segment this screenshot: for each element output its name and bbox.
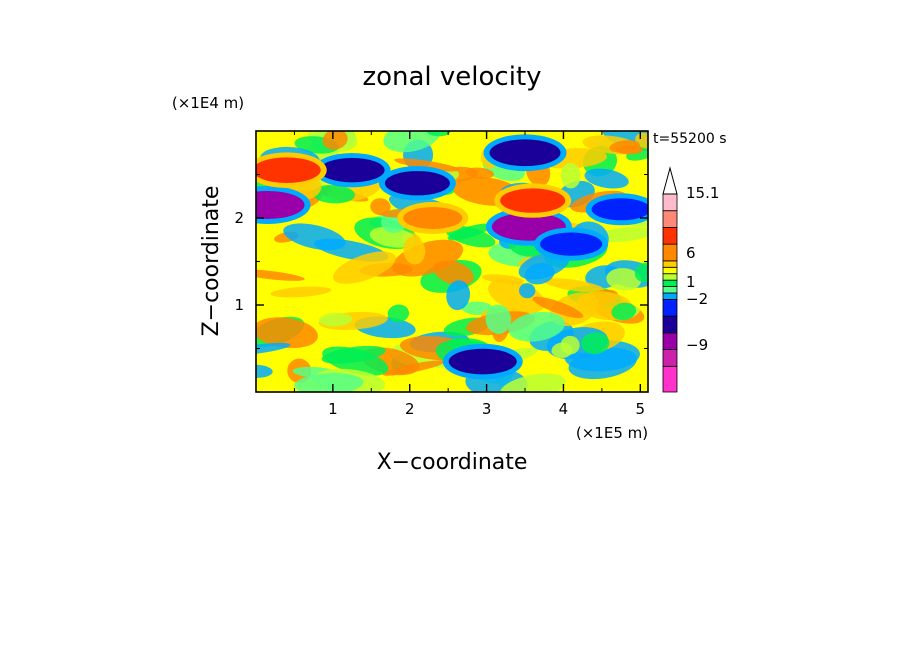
field-feature [489,139,561,167]
velocity-field [256,131,648,392]
field-patch [322,346,389,376]
field-patch [532,296,584,319]
field-patch [387,304,410,323]
colorbar-band [662,193,678,212]
field-feature [500,188,566,213]
plot-area [256,131,648,392]
colorbar-label: −2 [686,290,708,308]
field-feature [591,198,648,221]
field-patch [465,167,495,179]
field-patch [560,335,580,355]
colorbar-band [662,286,678,294]
y-axis-label: Z−coordinate [199,186,224,337]
field-patch [634,262,648,283]
field-patch [519,283,536,299]
x-tick-label: 5 [636,400,646,418]
field-patch [370,198,391,216]
field-patch [626,140,648,161]
field-feature [448,348,517,375]
colorbar-label: 1 [686,273,696,291]
colorbar-band [662,266,678,275]
field-feature [319,157,385,183]
field-patch [382,360,445,376]
colorbar-band [662,243,678,262]
field-patch [270,286,332,298]
x-tick-label: 3 [482,400,492,418]
x-axis-unit: (×1E5 m) [576,424,648,442]
x-tick-label: 4 [559,400,569,418]
colorbar-band [662,332,678,350]
colorbar-band [662,365,678,393]
chart-title: zonal velocity [362,62,541,92]
field-patch [500,373,566,392]
field-patch [369,226,416,248]
field-patch [312,184,356,204]
field-patch [294,373,364,392]
colorbar-band [662,315,678,334]
colorbar: 15.1 6 1−2 −9 [662,166,719,393]
field-feature [256,157,321,183]
field-patch [256,317,319,349]
y-tick-label: 1 [234,296,244,314]
field-patch [611,302,637,321]
x-axis: 1 2 3 4 5 [293,131,646,418]
field-patch [318,312,353,327]
y-axis-unit: (×1E4 m) [172,94,244,112]
field-patch [544,278,605,293]
field-patch [446,280,471,311]
field-feature [384,171,450,196]
field-patch [403,236,426,265]
field-patch [584,168,629,189]
colorbar-band [662,299,678,317]
y-tick-label: 2 [234,209,244,227]
field-patch [560,162,581,189]
field-feature [403,207,463,229]
field-patch [445,225,496,248]
field-patch [581,332,610,355]
field-patch [433,260,474,286]
field-patch [481,274,525,284]
colorbar-label: −9 [686,336,708,354]
field-patch [508,311,565,342]
field-patch [609,140,640,153]
field-patch [485,304,512,335]
field-feature [256,190,305,219]
colorbar-band [662,292,678,300]
colorbar-band [662,227,678,245]
colorbar-band [662,273,678,281]
field-feature [540,232,603,256]
field-patch [322,131,348,150]
field-patch [256,269,305,281]
colorbar-band [662,260,678,268]
field-patch [606,268,642,291]
field-patch [595,226,648,243]
x-tick-label: 2 [405,400,415,418]
colorbar-band [662,349,678,367]
colorbar-label: 15.1 [686,184,719,202]
colorbar-band [662,210,678,228]
field-patch [283,223,346,251]
time-label: t=55200 s [653,131,727,147]
colorbar-label: 6 [686,244,696,262]
field-patch [332,251,396,284]
field-patch [394,158,460,172]
y-axis: 12 [234,174,648,349]
colorbar-band [662,279,678,287]
x-axis-label: X−coordinate [377,450,528,475]
x-tick-label: 1 [328,400,338,418]
field-patch [383,131,441,153]
colorbar-max-arrow [662,166,678,195]
